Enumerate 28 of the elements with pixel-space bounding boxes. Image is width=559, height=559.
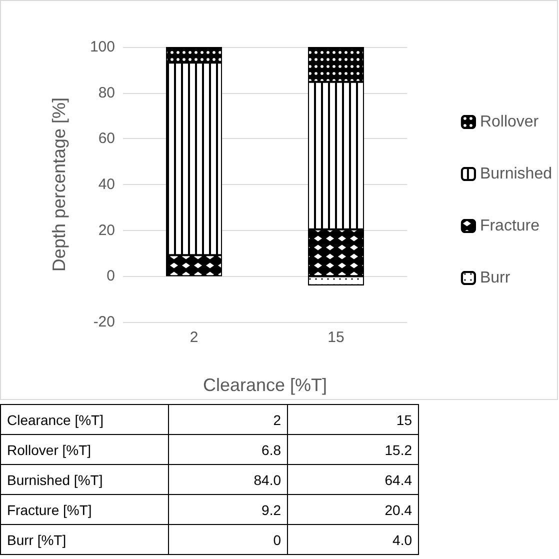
legend-label: Burnished [480,166,552,182]
y-axis-title: Depth percentage [%] [49,97,69,272]
text: Burnished [%T] [0,464,168,494]
text: Fracture [%T] [0,494,168,524]
x-axis-title: Clearance [%T] [202,375,328,395]
text: 4.0 [288,524,418,554]
text: 20.4 [288,494,418,524]
text: 0 [168,524,288,554]
text: 9.2 [168,494,288,524]
y-tick-label: 40 [98,176,115,193]
text: 2 [168,404,288,434]
y-tick-label: 20 [98,222,115,239]
text: 84.0 [168,464,288,494]
y-tick-label: 100 [90,38,115,56]
text: 6.8 [168,434,288,464]
y-tick-label: -20 [93,314,115,330]
text: Clearance [%T] [0,404,168,434]
y-tick-label: 80 [98,84,115,102]
text: 15 [288,404,418,434]
y-tick-label: 0 [106,268,115,285]
text: Burr [%T] [0,524,168,554]
y-tick-label: 60 [98,130,115,148]
legend-label: Burr [480,270,511,286]
legend-label: Rollover [480,114,540,130]
legend-label: Fracture [480,218,540,234]
text: 64.4 [288,464,418,494]
text: Rollover [%T] [0,434,168,464]
text: 15.2 [288,434,418,464]
